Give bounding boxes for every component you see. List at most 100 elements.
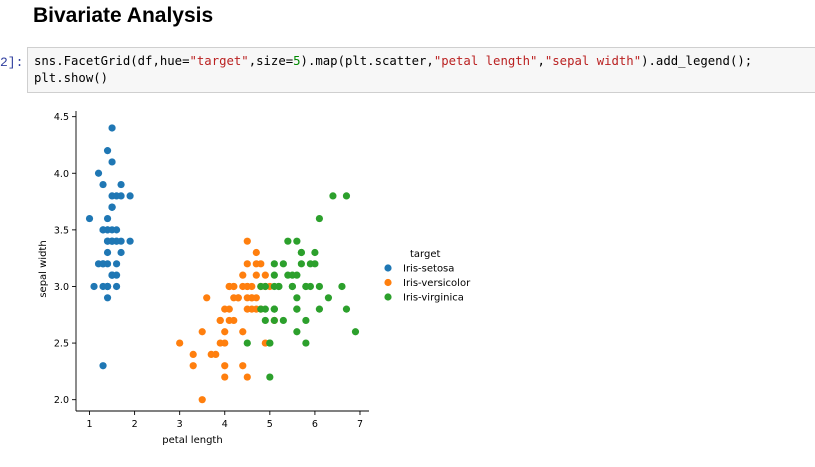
x-tick-label: 5 — [267, 419, 273, 430]
series-setosa — [85, 124, 134, 370]
scatter-point — [351, 328, 360, 336]
scatter-point — [103, 282, 112, 291]
scatter-point — [103, 294, 112, 302]
scatter-point — [94, 169, 103, 177]
scatter-point — [293, 237, 301, 245]
scatter-point — [230, 316, 238, 325]
y-tick-label: 3.0 — [54, 282, 69, 293]
scatter-point — [293, 328, 301, 336]
legend-label-virginica: Iris-virginica — [403, 293, 464, 304]
scatter-point — [270, 316, 278, 325]
scatter-point — [112, 282, 121, 291]
scatter-point — [225, 282, 233, 291]
scatter-point — [315, 214, 324, 223]
scatter-point — [198, 328, 206, 336]
scatter-point — [297, 248, 305, 257]
code-string: "sepal width" — [544, 54, 642, 68]
scatter-point — [216, 316, 224, 325]
plot-axes: 1 2 3 4 5 6 7 2.0 2.5 3.0 3.5 4.0 4.5 petal length sep… — [38, 111, 369, 446]
scatter-point — [338, 282, 346, 291]
scatter-point — [302, 282, 310, 291]
scatter-point — [99, 226, 107, 234]
section-heading: Bivariate Analysis — [33, 4, 214, 27]
scatter-point — [176, 339, 184, 347]
legend-title: target — [410, 249, 440, 260]
scatter-point — [315, 305, 324, 313]
scatter-point — [248, 294, 256, 302]
scatter-point — [329, 192, 337, 200]
scatter-point — [103, 248, 112, 257]
x-tick-label: 1 — [86, 419, 92, 430]
y-tick-label: 3.5 — [54, 225, 69, 236]
code-number: 5 — [293, 54, 301, 68]
code-token: ,size= — [248, 54, 294, 68]
scatter-point — [239, 328, 247, 336]
code-token: sns.FacetGrid(df,hue= — [34, 54, 190, 68]
y-tick-label: 4.5 — [54, 112, 69, 123]
scatter-point — [189, 362, 197, 370]
cell-prompt: 2]: — [0, 55, 24, 70]
scatter-point — [103, 147, 112, 155]
scatter-point — [189, 350, 197, 358]
scatter-point — [284, 271, 292, 279]
scatter-point — [279, 260, 287, 268]
scatter-point — [225, 305, 233, 313]
scatter-point — [103, 260, 112, 268]
code-string: "petal length" — [433, 54, 538, 68]
scatter-point — [221, 328, 229, 336]
scatter-point — [293, 271, 301, 279]
scatter-point — [126, 237, 134, 245]
scatter-point — [306, 260, 314, 268]
scatter-point — [266, 373, 274, 381]
scatter-point — [117, 180, 125, 189]
scatter-point — [203, 294, 211, 302]
scatter-point — [293, 294, 301, 302]
scatter-point — [234, 294, 242, 302]
scatter-point — [261, 271, 269, 279]
code-line-1: sns.FacetGrid(df,hue="target",size=5).ma… — [34, 53, 752, 69]
scatter-point — [288, 282, 296, 291]
scatter-point — [221, 373, 229, 381]
code-cell-input[interactable]: sns.FacetGrid(df,hue="target",size=5).ma… — [27, 47, 815, 93]
code-token: ).map(plt.scatter, — [300, 54, 434, 68]
y-tick-label: 2.5 — [54, 339, 69, 350]
code-string: "target" — [189, 54, 249, 68]
scatter-point — [108, 271, 116, 279]
scatter-point — [90, 282, 98, 291]
scatter-point — [112, 226, 121, 234]
scatter-point — [257, 282, 265, 291]
x-axis-label: petal length — [162, 435, 222, 446]
legend-marker-virginica — [384, 293, 392, 301]
scatter-point — [284, 237, 292, 245]
scatter-point — [126, 192, 134, 200]
scatter-point — [297, 260, 305, 268]
scatter-point — [315, 282, 324, 291]
legend-label-setosa: Iris-setosa — [403, 264, 454, 275]
scatter-point — [342, 305, 351, 313]
scatter-point — [302, 339, 310, 347]
scatter-point — [248, 282, 256, 291]
code-token: , — [537, 54, 545, 68]
scatter-point — [117, 248, 125, 257]
scatter-point — [266, 339, 274, 347]
scatter-point — [103, 214, 112, 223]
scatter-point — [243, 373, 251, 381]
scatter-point — [99, 180, 107, 189]
scatter-point — [261, 316, 269, 325]
x-tick-label: 3 — [177, 419, 183, 430]
plot-legend: target Iris-setosa Iris-versicolor Iris-vir… — [384, 249, 471, 304]
scatter-point — [243, 237, 251, 245]
y-tick-label: 2.0 — [54, 395, 69, 406]
scatter-point — [108, 124, 116, 132]
legend-label-versicolor: Iris-versicolor — [403, 278, 471, 289]
y-tick-label: 4.0 — [54, 169, 69, 180]
y-axis-label: sepal width — [38, 240, 49, 297]
scatter-point — [99, 362, 107, 370]
legend-marker-versicolor — [384, 278, 392, 287]
scatter-point — [85, 214, 94, 223]
scatter-point — [342, 192, 351, 200]
scatter-point — [302, 316, 310, 325]
scatter-point — [252, 248, 260, 257]
scatter-point — [112, 192, 121, 200]
